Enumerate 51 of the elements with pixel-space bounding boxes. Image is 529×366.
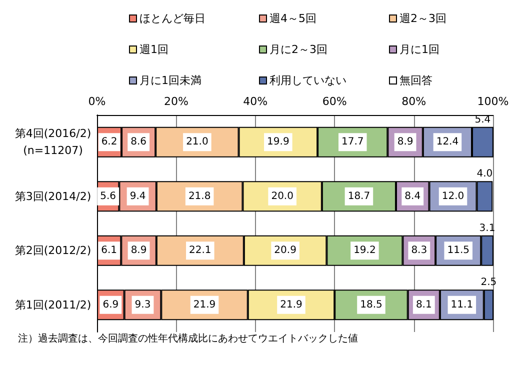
data-label: 17.7 bbox=[341, 136, 364, 148]
legend-label: 利用していない bbox=[270, 74, 346, 87]
data-label: 3.1 bbox=[479, 222, 496, 234]
data-label: 11.5 bbox=[447, 245, 470, 256]
data-label: 8.9 bbox=[397, 136, 414, 148]
data-label: 21.8 bbox=[188, 190, 211, 202]
legend-label: 月に2～3回 bbox=[270, 43, 328, 56]
data-label: 4.0 bbox=[476, 168, 493, 180]
x-tick-label: 60% bbox=[322, 95, 347, 108]
y-tick-label: 第1回(2011/2) bbox=[14, 298, 92, 312]
data-label: 18.7 bbox=[348, 190, 370, 202]
data-label: 6.1 bbox=[101, 245, 118, 256]
x-tick-label: 20% bbox=[164, 95, 188, 108]
data-label: 6.2 bbox=[101, 136, 118, 148]
data-label: 9.3 bbox=[134, 299, 151, 310]
data-label: 21.9 bbox=[280, 299, 302, 310]
x-tick-label: 40% bbox=[243, 95, 268, 108]
data-label: 8.6 bbox=[130, 136, 147, 148]
legend-label: 月に1回 bbox=[400, 43, 440, 56]
data-label: 9.4 bbox=[130, 190, 146, 202]
data-label: 8.4 bbox=[404, 190, 421, 202]
data-label: 19.9 bbox=[267, 136, 290, 148]
data-label: 21.0 bbox=[186, 136, 208, 148]
data-label: 20.9 bbox=[274, 245, 296, 256]
data-label: 20.0 bbox=[271, 190, 294, 202]
legend-label: 週4～5回 bbox=[270, 12, 316, 25]
legend-label: ほとんど毎日 bbox=[140, 12, 206, 25]
legend-label: 週2～3回 bbox=[400, 12, 446, 25]
data-label: 11.1 bbox=[450, 299, 474, 310]
y-tick-label: 第2回(2012/2) bbox=[14, 244, 92, 258]
y-tick-label: 第3回(2014/2) bbox=[14, 190, 92, 203]
data-label: 19.2 bbox=[354, 245, 376, 256]
y-tick-label: 第4回(2016/2) (n=11207) bbox=[14, 127, 92, 158]
x-tick-label: 100% bbox=[477, 95, 509, 108]
x-tick-label: 0% bbox=[88, 95, 106, 108]
data-label: 12.4 bbox=[436, 136, 459, 148]
data-label: 8.9 bbox=[130, 245, 147, 256]
data-label: 5.6 bbox=[100, 190, 116, 202]
x-tick-label: 80% bbox=[402, 95, 426, 108]
legend-label: 無回答 bbox=[400, 74, 432, 87]
data-label: 21.9 bbox=[193, 299, 216, 310]
data-label: 12.0 bbox=[442, 190, 464, 202]
data-label: 8.1 bbox=[416, 299, 432, 310]
text: 注）過去調査は、今回調査の性年代構成比にあわせてウエイトバックした値 bbox=[18, 332, 358, 344]
legend-label: 週1回 bbox=[140, 43, 168, 56]
data-label: 8.3 bbox=[411, 245, 428, 256]
data-label: 2.5 bbox=[480, 277, 497, 288]
data-label: 18.5 bbox=[360, 299, 382, 310]
data-label: 6.9 bbox=[102, 299, 119, 310]
legend-label: 月に1回未満 bbox=[140, 74, 202, 87]
data-label: 22.1 bbox=[189, 245, 212, 256]
